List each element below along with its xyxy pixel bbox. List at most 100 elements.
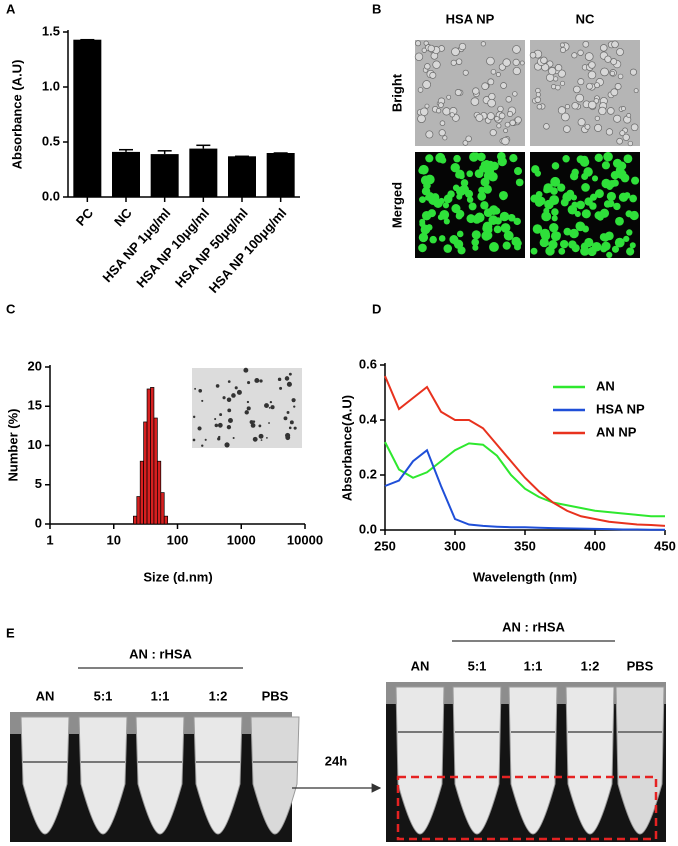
cell-green [421, 186, 431, 196]
cell-bright [536, 103, 543, 110]
cell-green [532, 224, 543, 234]
hist-bar [153, 417, 158, 525]
cell-bright [450, 59, 457, 66]
cell-bright [512, 45, 521, 54]
tube-label: 1:2 [209, 688, 228, 703]
cell-green [569, 228, 579, 239]
cell-green [587, 246, 597, 257]
inset-particle [194, 387, 197, 390]
cell-bright [613, 114, 622, 123]
line-series [384, 448, 665, 531]
cell-green [509, 154, 518, 163]
hist-bar [160, 492, 165, 525]
panel-label: A [6, 1, 16, 16]
cell-bright [577, 49, 584, 56]
cell-green [603, 152, 613, 161]
hist-bar [139, 460, 144, 525]
inset-particle [227, 408, 232, 413]
cell-bright [561, 112, 570, 122]
inset-particle [254, 378, 260, 383]
inset-particle [219, 413, 223, 417]
cell-green [571, 194, 578, 201]
inset-particle [214, 417, 217, 421]
cell-green [460, 179, 469, 187]
inset-particle [286, 411, 290, 414]
inset-particle [284, 376, 290, 381]
cell-green [474, 212, 485, 223]
x-tick-label: 10 [107, 532, 121, 547]
cell-green [489, 161, 499, 171]
inset-particle [288, 426, 292, 430]
cell-green [562, 192, 573, 202]
cell-green [429, 235, 437, 244]
bar [150, 154, 179, 197]
bar [189, 148, 218, 197]
inset-particle [201, 399, 204, 402]
cell-green [607, 199, 615, 208]
cell-green [421, 210, 432, 221]
inset-particle [288, 372, 292, 376]
cell-bright [540, 56, 548, 65]
cell-bright [594, 115, 600, 121]
hist-bar [133, 515, 138, 525]
cell-green [618, 192, 629, 202]
cell-green [631, 176, 640, 185]
cell-bright [424, 63, 431, 70]
inset-particle [236, 389, 242, 395]
cell-green [589, 202, 597, 210]
cell-green [581, 183, 590, 192]
tube-label: 1:1 [151, 688, 170, 703]
cell-green [425, 155, 432, 162]
cell-bright [571, 102, 579, 110]
inset-particle [244, 410, 249, 415]
y-tick-label: 5 [35, 476, 42, 491]
cell-bright [619, 130, 626, 137]
inset-particle [246, 406, 251, 411]
cell-green [540, 228, 550, 239]
group-header: AN : rHSA [502, 619, 565, 634]
y-axis-label: Number (%) [5, 409, 20, 482]
cell-green [488, 205, 499, 216]
cell-green [601, 241, 611, 251]
panel-label: B [372, 1, 381, 16]
inset-particle [266, 437, 268, 439]
cell-bright [454, 89, 462, 96]
cell-green [581, 209, 591, 219]
cell-bright [449, 112, 455, 118]
cell-bright [505, 96, 513, 103]
hist-bar [157, 460, 162, 525]
cell-green [456, 193, 463, 200]
cell-green [502, 241, 511, 250]
tube-label: 1:1 [524, 658, 543, 673]
cell-green [574, 210, 581, 218]
column-label: HSA NP [446, 11, 495, 26]
cell-green [456, 230, 464, 238]
cell-bright [455, 58, 463, 65]
cell-green [425, 194, 432, 201]
cell-green [418, 243, 427, 253]
cell-bright [630, 123, 639, 132]
inset-particle [277, 377, 282, 382]
cell-bright [555, 84, 561, 91]
cell-bright [600, 44, 608, 52]
cell-green [453, 154, 461, 163]
cell-bright [557, 106, 566, 115]
cell-bright [588, 100, 597, 110]
inset-particle [201, 444, 204, 447]
y-tick-label: 15 [28, 398, 42, 413]
inset-particle [252, 436, 258, 442]
cell-bright [519, 60, 525, 66]
cell-bright [554, 64, 563, 72]
cell-bright [594, 82, 600, 89]
inset-particle [279, 386, 283, 390]
cell-green [471, 230, 481, 240]
inset-particle [268, 422, 270, 424]
cell-green [541, 211, 552, 222]
cell-bright [470, 97, 480, 106]
cell-bright [571, 52, 578, 59]
cell-bright [553, 76, 559, 82]
inset-particle [215, 384, 220, 388]
cell-bright [607, 107, 615, 115]
cell-bright [424, 103, 430, 109]
bar [73, 39, 102, 198]
